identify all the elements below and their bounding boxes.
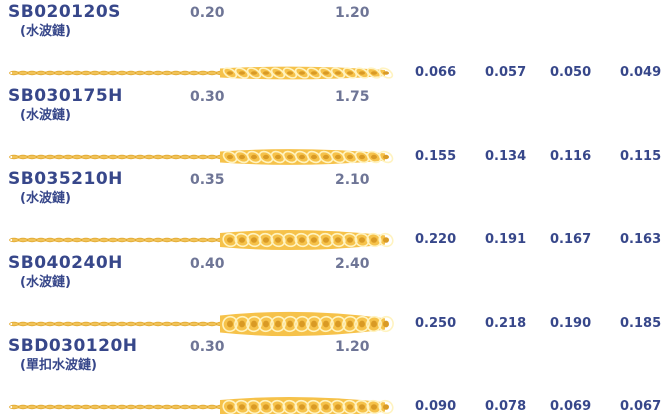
product-code: SBD030120H (8, 336, 138, 356)
weight-value: 0.057 (485, 65, 527, 80)
product-name: (水波鏈) (20, 274, 71, 290)
weight-value: 0.155 (415, 148, 457, 164)
product-name: (水波鏈) (20, 24, 71, 39)
size-value: 1.20 (335, 5, 370, 21)
chain-image (9, 148, 394, 165)
product-code: SB040240H (8, 252, 123, 273)
product-name: (水波鏈) (20, 191, 71, 206)
size-value: 1.75 (335, 88, 370, 105)
weight-value: 0.116 (550, 148, 592, 164)
weight-value: 0.190 (550, 315, 592, 331)
weight-value: 0.115 (620, 148, 662, 164)
weight-value: 0.167 (550, 232, 592, 247)
weight-value: 0.250 (415, 315, 457, 331)
size-value: 1.20 (335, 339, 370, 355)
weight-value: 0.218 (485, 315, 527, 331)
weight-value: 0.090 (415, 399, 457, 414)
product-code: SB020120S (8, 2, 121, 22)
product-code: SB030175H (8, 85, 123, 106)
weight-value: 0.185 (620, 315, 662, 331)
size-value: 0.20 (190, 5, 225, 21)
size-value: 2.10 (335, 172, 370, 188)
size-value: 0.40 (190, 255, 225, 272)
weight-value: 0.191 (485, 232, 527, 247)
chain-image (9, 397, 394, 414)
weight-value: 0.163 (620, 232, 662, 247)
size-value: 0.35 (190, 172, 225, 188)
product-name: (單扣水波鏈) (20, 358, 97, 373)
size-value: 0.30 (190, 339, 225, 355)
size-value: 2.40 (335, 255, 370, 272)
weight-value: 0.078 (485, 399, 527, 414)
weight-value: 0.134 (485, 148, 527, 164)
size-value: 0.30 (190, 88, 225, 105)
weight-value: 0.067 (620, 399, 662, 414)
chain-image (9, 230, 394, 250)
weight-value: 0.049 (620, 65, 662, 80)
weight-value: 0.069 (550, 399, 592, 414)
weight-value: 0.220 (415, 232, 457, 247)
weight-value: 0.066 (415, 65, 457, 80)
chain-image (9, 66, 394, 80)
weight-value: 0.050 (550, 65, 592, 80)
product-name: (水波鏈) (20, 107, 71, 123)
chain-image (9, 311, 394, 336)
product-code: SB035210H (8, 169, 123, 189)
